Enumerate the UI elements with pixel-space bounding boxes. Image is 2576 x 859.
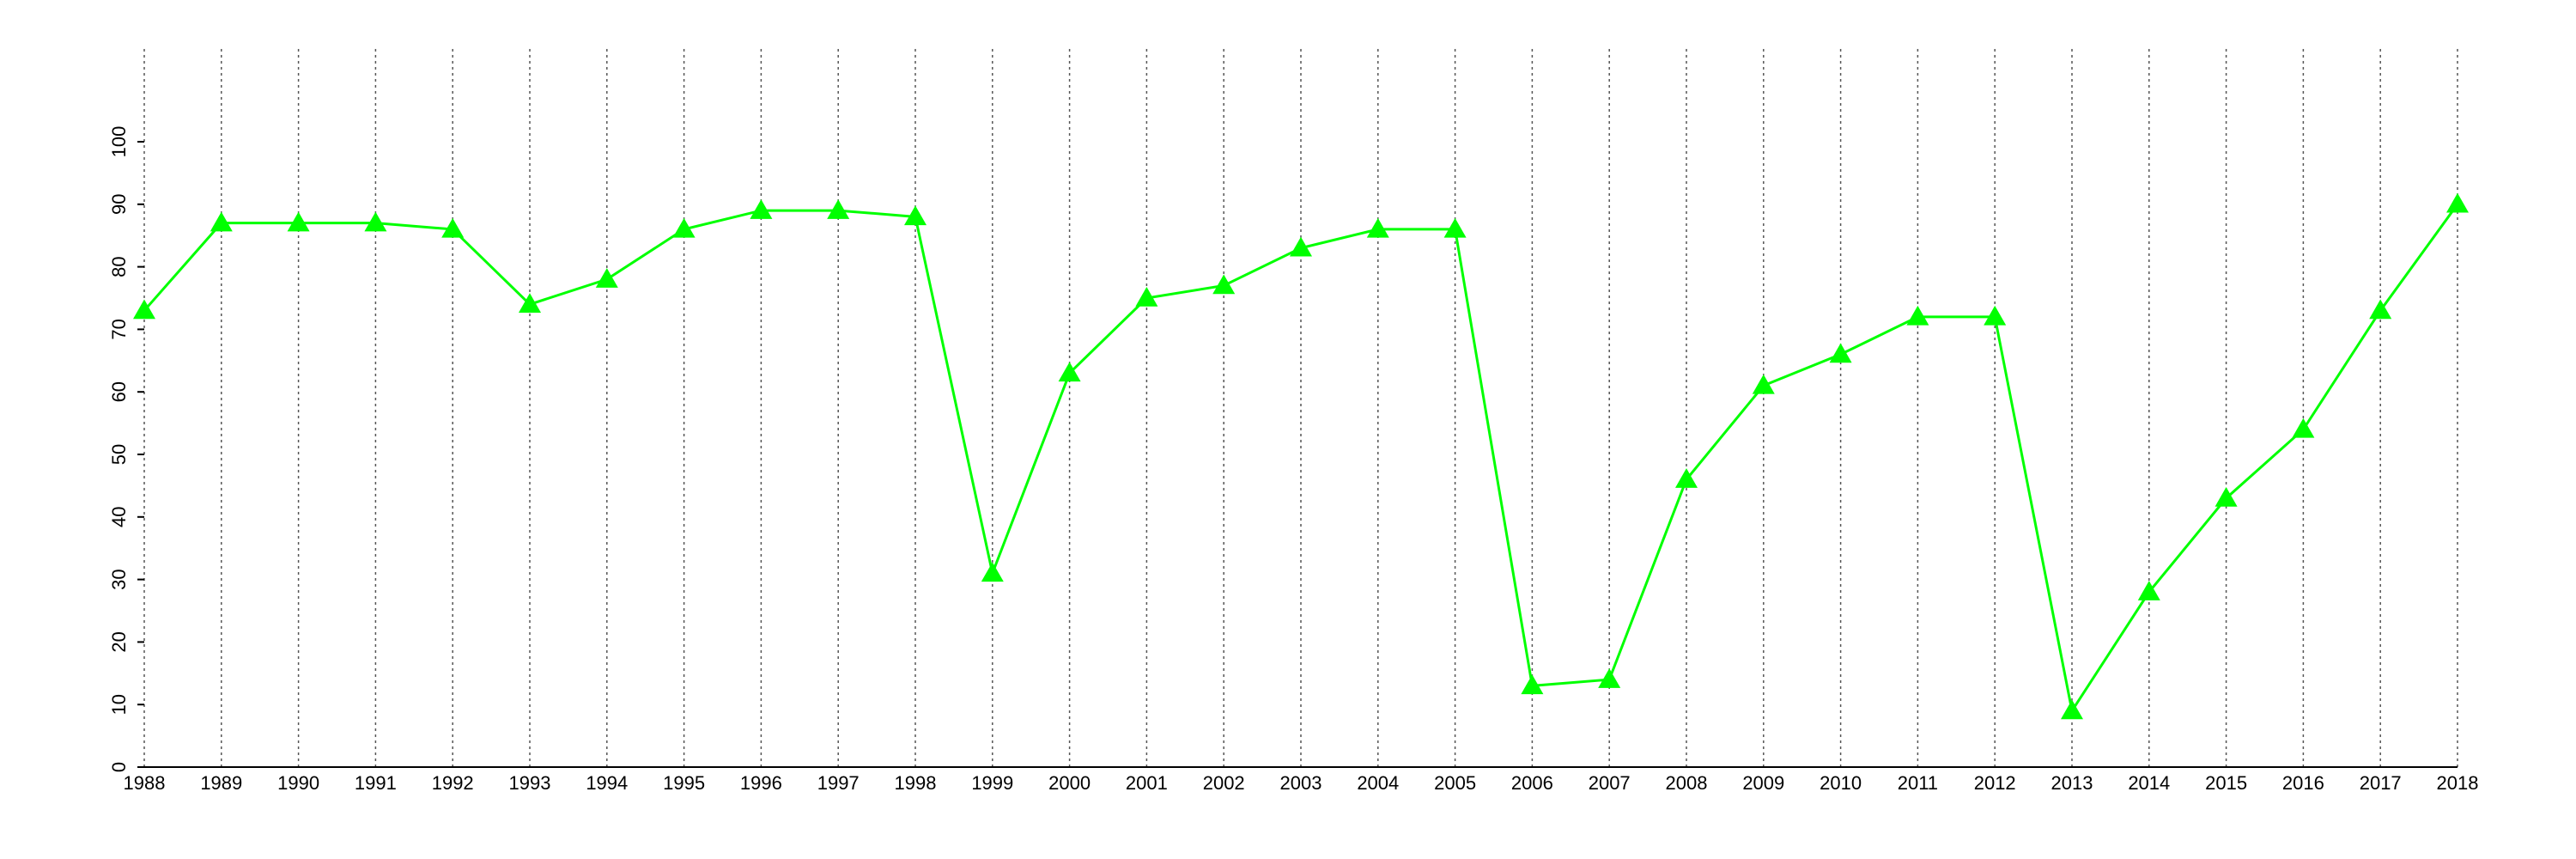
y-tick-label: 20 bbox=[108, 631, 130, 652]
marker bbox=[1443, 217, 1467, 238]
x-tick-label: 2003 bbox=[1280, 772, 1322, 794]
x-tick-label: 1992 bbox=[432, 772, 474, 794]
marker bbox=[1135, 287, 1158, 307]
x-tick-label: 2009 bbox=[1742, 772, 1784, 794]
marker bbox=[750, 199, 773, 219]
marker bbox=[287, 211, 310, 232]
marker bbox=[210, 211, 233, 232]
marker bbox=[1598, 668, 1621, 688]
marker bbox=[1984, 305, 2007, 326]
marker bbox=[364, 211, 387, 232]
x-tick-label: 2004 bbox=[1357, 772, 1399, 794]
marker bbox=[1290, 236, 1312, 257]
x-tick-label: 1997 bbox=[817, 772, 860, 794]
y-tick-label: 10 bbox=[108, 694, 130, 715]
marker bbox=[1212, 274, 1236, 295]
marker bbox=[2061, 699, 2083, 720]
x-tick-label: 2005 bbox=[1434, 772, 1476, 794]
x-tick-label: 2012 bbox=[1974, 772, 2016, 794]
marker bbox=[1521, 674, 1544, 695]
marker bbox=[441, 217, 465, 238]
marker bbox=[827, 199, 850, 219]
x-tick-label: 2017 bbox=[2360, 772, 2402, 794]
x-tick-label: 2014 bbox=[2128, 772, 2170, 794]
marker bbox=[1906, 305, 1929, 326]
x-tick-label: 2000 bbox=[1048, 772, 1091, 794]
x-tick-label: 2006 bbox=[1511, 772, 1553, 794]
series-line bbox=[143, 203, 2459, 715]
x-tick-label: 1988 bbox=[124, 772, 166, 794]
y-tick-label: 50 bbox=[108, 444, 130, 465]
marker bbox=[2215, 486, 2238, 507]
x-tick-label: 1990 bbox=[277, 772, 319, 794]
x-tick-label: 1998 bbox=[895, 772, 937, 794]
x-tick-label: 1993 bbox=[509, 772, 551, 794]
y-tick-label: 70 bbox=[108, 319, 130, 339]
marker bbox=[595, 268, 618, 288]
x-tick-label: 1995 bbox=[663, 772, 705, 794]
marker bbox=[1366, 217, 1389, 238]
marker bbox=[1675, 468, 1698, 488]
marker bbox=[2369, 299, 2392, 320]
x-tick-label: 2001 bbox=[1126, 772, 1168, 794]
marker bbox=[1058, 362, 1081, 382]
marker bbox=[672, 217, 696, 238]
y-tick-label: 30 bbox=[108, 569, 130, 589]
x-tick-label: 2016 bbox=[2282, 772, 2324, 794]
marker bbox=[519, 293, 541, 314]
marker bbox=[981, 562, 1004, 582]
y-tick-label: 40 bbox=[108, 507, 130, 527]
y-tick-label: 80 bbox=[108, 256, 130, 277]
marker bbox=[2137, 581, 2160, 600]
x-tick-label: 2010 bbox=[1820, 772, 1862, 794]
marker bbox=[133, 299, 155, 320]
marker bbox=[2446, 192, 2469, 213]
marker bbox=[1829, 343, 1852, 363]
x-tick-label: 1991 bbox=[355, 772, 397, 794]
y-tick-label: 100 bbox=[108, 126, 130, 158]
x-tick-label: 2007 bbox=[1589, 772, 1631, 794]
marker bbox=[1752, 374, 1775, 394]
x-tick-label: 1996 bbox=[740, 772, 782, 794]
x-tick-label: 1994 bbox=[586, 772, 628, 794]
x-tick-label: 1999 bbox=[971, 772, 1013, 794]
x-tick-label: 2008 bbox=[1666, 772, 1708, 794]
x-tick-label: 2015 bbox=[2205, 772, 2247, 794]
marker bbox=[2292, 417, 2315, 438]
x-tick-label: 2002 bbox=[1203, 772, 1245, 794]
x-tick-label: 1989 bbox=[200, 772, 242, 794]
x-tick-label: 2018 bbox=[2437, 772, 2479, 794]
x-tick-label: 2013 bbox=[2051, 772, 2093, 794]
y-tick-label: 0 bbox=[108, 762, 130, 772]
marker bbox=[904, 205, 927, 226]
y-tick-label: 60 bbox=[108, 381, 130, 402]
y-tick-label: 90 bbox=[108, 194, 130, 215]
x-tick-label: 2011 bbox=[1898, 772, 1938, 794]
